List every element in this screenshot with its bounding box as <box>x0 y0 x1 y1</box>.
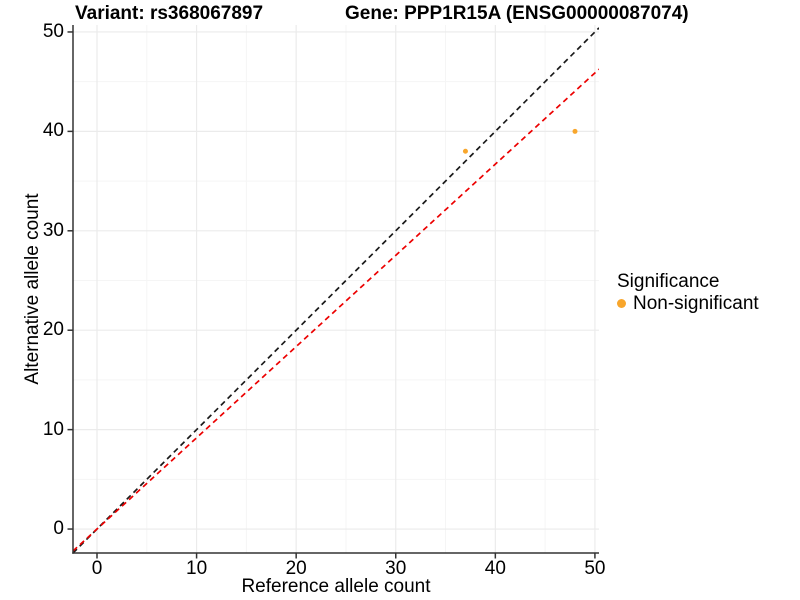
x-axis-tick-label: 10 <box>186 558 208 579</box>
gene-title: Gene: PPP1R15A (ENSG00000087074) <box>345 3 689 24</box>
variant-title: Variant: rs368067897 <box>75 3 264 24</box>
y-axis-tick-label: 0 <box>53 518 64 540</box>
identity-reference-line <box>73 27 599 553</box>
x-axis-tick-label: 20 <box>285 558 307 579</box>
legend: Significance Non-significant <box>617 271 759 314</box>
data-point <box>462 148 468 154</box>
y-axis-tick-label: 10 <box>42 418 64 440</box>
expected-allelic-ratio-reference-line <box>73 68 599 552</box>
axes <box>67 25 599 559</box>
y-axis-tick-label: 20 <box>42 319 64 341</box>
legend-title: Significance <box>617 271 720 292</box>
data-point <box>572 128 578 134</box>
grid-lines <box>73 25 599 553</box>
y-axis-tick-label: 40 <box>42 120 64 142</box>
x-axis-tick-label: 30 <box>385 558 407 579</box>
legend-item-label: Non-significant <box>633 293 759 314</box>
legend-item: Non-significant <box>617 293 759 314</box>
legend-point-swatch-icon <box>617 299 626 308</box>
y-axis-title: Alternative allele count <box>22 193 43 385</box>
x-axis-tick-label: 50 <box>584 558 606 579</box>
x-axis-tick-label: 40 <box>484 558 506 579</box>
y-axis-tick-label: 50 <box>42 20 64 42</box>
x-axis-title: Reference allele count <box>241 576 431 597</box>
x-axis-tick-label: 0 <box>91 558 103 579</box>
y-axis-tick-label: 30 <box>42 219 64 241</box>
